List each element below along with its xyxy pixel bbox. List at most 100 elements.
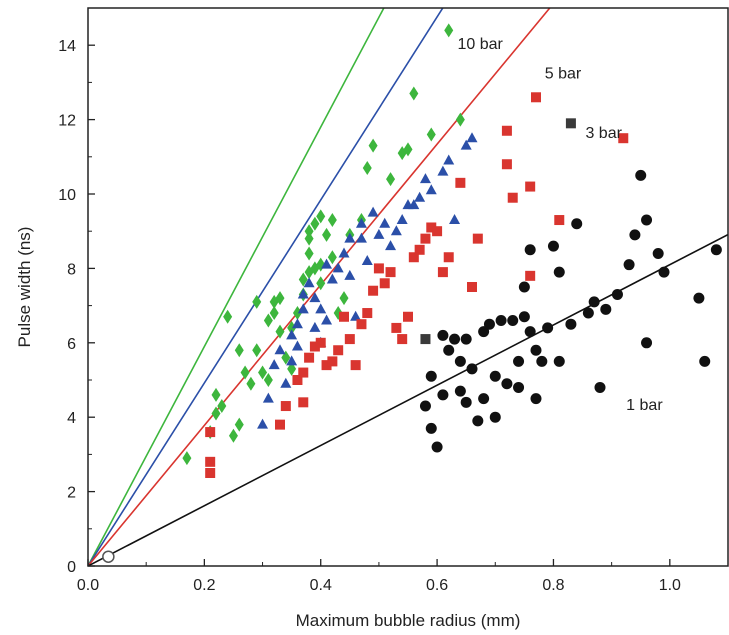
data-point-1-bar — [454, 385, 466, 397]
data-point-1-bar — [611, 288, 623, 300]
data-point-10-bar — [362, 160, 372, 175]
data-point-5-bar — [419, 173, 431, 184]
data-point-5-bar — [355, 217, 367, 228]
data-point-3-bar — [414, 244, 425, 255]
data-point-10-bar — [275, 324, 285, 339]
data-point-5-bar — [460, 139, 472, 150]
data-point-3-bar — [403, 311, 413, 322]
data-point-1-bar — [571, 218, 583, 230]
fit-line-3-bar — [88, 8, 551, 566]
y-tick-label: 6 — [67, 336, 76, 353]
data-point-3-bar — [408, 252, 419, 263]
data-point-10-bar — [228, 428, 238, 443]
data-point-10-bar — [287, 320, 297, 335]
x-axis-title: Maximum bubble radius (mm) — [296, 611, 521, 630]
data-point-10-bar — [368, 138, 378, 153]
axis-ticks-layer: 0.0 0.2 0.4 0.6 0.8 1.0 0 2 4 6 8 10 12 14 — [58, 38, 729, 594]
data-point-10-bar — [269, 306, 279, 321]
data-point-5-bar — [408, 199, 420, 210]
data-point-5-bar — [344, 269, 356, 280]
data-point-10-bar — [322, 227, 332, 242]
data-point-1-bar — [699, 355, 711, 367]
data-point-3-bar — [292, 375, 303, 385]
data-point-10-bar — [182, 451, 192, 466]
data-point-5-bar — [321, 258, 333, 269]
data-point-5-bar — [350, 310, 362, 321]
data-point-10-bar — [217, 399, 227, 414]
y-tick-label: 10 — [58, 187, 76, 204]
data-point-1-bar — [443, 344, 455, 356]
data-point-1-bar — [635, 169, 647, 181]
data-point-1-bar — [449, 333, 461, 345]
data-point-3-bar — [379, 278, 390, 289]
series-label-1-bar: 1 bar — [626, 397, 663, 414]
y-tick-label: 8 — [67, 261, 76, 278]
data-point-10-bar — [409, 86, 419, 101]
data-point-5-bar — [414, 191, 426, 202]
data-point-3-bar — [525, 181, 536, 192]
data-point-3-bar — [501, 125, 512, 136]
data-point-5-bar — [297, 288, 309, 299]
data-point-10-bar — [298, 272, 308, 287]
data-point-1-bar — [553, 355, 565, 367]
data-point-1-bar — [588, 296, 600, 308]
data-point-3-bar — [467, 282, 477, 292]
data-point-5-bar — [355, 232, 367, 243]
data-point-3-bar — [373, 263, 384, 274]
data-point-3-bar — [507, 192, 518, 203]
data-point-5-bar — [385, 240, 397, 251]
y-tick-label: 0 — [67, 559, 76, 576]
data-point-5-bar — [303, 277, 315, 288]
data-point-1-bar — [565, 318, 577, 330]
data-point-1-bar — [460, 396, 472, 408]
data-point-5-bar — [274, 344, 286, 355]
data-point-dark-square — [565, 118, 576, 129]
data-point-10-bar — [240, 365, 250, 380]
data-point-1-bar — [489, 411, 501, 423]
data-point-10-bar — [211, 387, 221, 402]
data-point-3-bar — [350, 360, 361, 371]
data-point-1-bar — [425, 370, 437, 382]
data-point-1-bar — [553, 266, 565, 278]
data-point-3-bar — [397, 334, 408, 345]
data-point-3-bar — [362, 308, 373, 319]
data-point-3-bar — [321, 360, 332, 371]
data-point-3-bar — [304, 352, 315, 363]
data-point-1-bar — [594, 381, 606, 393]
data-point-10-bar — [263, 373, 273, 387]
x-tick-label: 1.0 — [659, 577, 681, 594]
data-point-10-bar — [403, 142, 413, 157]
data-point-10-bar — [258, 365, 268, 380]
data-point-1-bar — [518, 311, 530, 323]
data-point-5-bar — [262, 392, 274, 403]
data-point-1-bar — [641, 214, 653, 226]
data-point-1-bar — [530, 344, 542, 356]
series-label-10-bar: 10 bar — [457, 36, 503, 53]
data-point-3-bar — [618, 133, 629, 144]
data-points-layer — [102, 23, 722, 563]
data-point-1-bar — [658, 266, 670, 278]
data-point-1-bar — [483, 318, 495, 330]
data-point-3-bar — [298, 367, 309, 378]
data-point-3-bar — [501, 159, 512, 170]
origin-point — [102, 550, 115, 563]
data-point-5-bar — [437, 165, 449, 176]
data-point-5-bar — [309, 292, 321, 303]
data-point-1-bar — [629, 229, 641, 241]
data-point-5-bar — [321, 314, 333, 325]
fit-line-5-bar — [88, 8, 444, 566]
data-point-5-bar — [315, 303, 327, 314]
data-point-3-bar — [385, 267, 396, 278]
data-point-1-bar — [437, 329, 449, 341]
data-point-5-bar — [466, 132, 478, 143]
data-point-5-bar — [268, 359, 280, 370]
x-tick-label: 0.8 — [542, 577, 564, 594]
data-point-3-bar — [437, 267, 448, 278]
fit-line-10-bar — [88, 8, 385, 566]
data-point-1-bar — [536, 355, 548, 367]
data-point-3-bar — [327, 356, 338, 367]
data-point-5-bar — [291, 340, 303, 351]
data-point-5-bar — [396, 214, 408, 225]
data-point-3-bar — [432, 226, 443, 237]
